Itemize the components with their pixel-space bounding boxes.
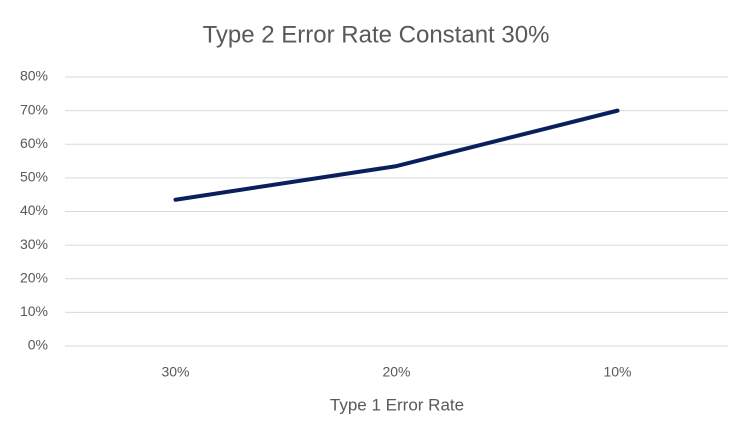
y-tick-label: 40% [20, 202, 48, 218]
x-tick-label: 10% [603, 364, 631, 380]
data-line [173, 108, 620, 202]
x-tick-label: 20% [382, 364, 410, 380]
y-tick-label: 60% [20, 135, 48, 151]
x-tick-label: 30% [161, 364, 189, 380]
y-tick-label: 70% [20, 101, 48, 117]
y-tick-label: 80% [20, 68, 48, 84]
y-tick-label: 50% [20, 169, 48, 185]
y-tick-label: 20% [20, 269, 48, 285]
x-axis-title: Type 1 Error Rate [330, 395, 464, 414]
y-tick-label: 0% [28, 337, 48, 353]
y-tick-label: 10% [20, 303, 48, 319]
y-tick-label: 30% [20, 236, 48, 252]
chart-title: Type 2 Error Rate Constant 30% [203, 21, 550, 48]
